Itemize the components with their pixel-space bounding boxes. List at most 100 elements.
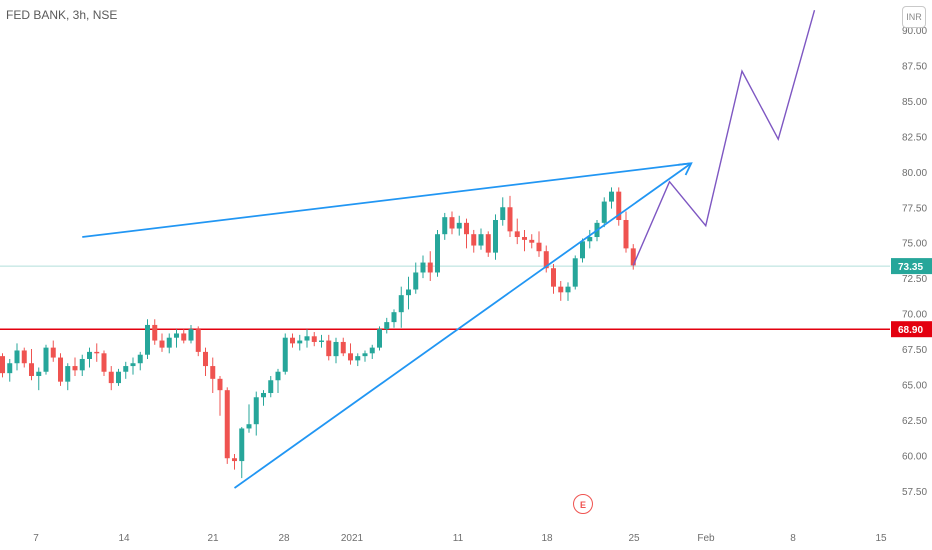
candle[interactable] <box>311 332 317 347</box>
candle[interactable] <box>471 229 477 253</box>
candle[interactable] <box>333 337 339 364</box>
candle[interactable] <box>101 350 107 376</box>
candle[interactable] <box>246 404 252 433</box>
candle[interactable] <box>449 211 455 235</box>
candle[interactable] <box>188 324 194 344</box>
candle[interactable] <box>72 357 78 376</box>
candle[interactable] <box>217 375 223 416</box>
candle[interactable] <box>420 255 426 279</box>
candle[interactable] <box>391 309 397 328</box>
candle[interactable] <box>304 329 310 348</box>
candle[interactable] <box>623 211 629 253</box>
candle[interactable] <box>203 347 208 376</box>
candle[interactable] <box>152 319 158 345</box>
candle[interactable] <box>108 366 114 391</box>
candle[interactable] <box>500 197 506 226</box>
candle[interactable] <box>130 357 136 375</box>
candle[interactable] <box>406 276 411 310</box>
candle[interactable] <box>232 453 237 470</box>
candle[interactable] <box>195 326 201 357</box>
candle[interactable] <box>224 387 230 464</box>
candle[interactable] <box>43 344 49 375</box>
candle[interactable] <box>464 218 469 249</box>
candle-body <box>210 366 216 379</box>
candle[interactable] <box>137 351 143 371</box>
candle[interactable] <box>340 337 346 357</box>
candle[interactable] <box>181 329 187 344</box>
candle[interactable] <box>319 334 324 348</box>
candle[interactable] <box>36 367 42 391</box>
candle[interactable] <box>58 353 63 386</box>
candle[interactable] <box>348 343 353 365</box>
candle[interactable] <box>369 344 375 359</box>
candle[interactable] <box>297 334 303 351</box>
candle[interactable] <box>478 228 484 250</box>
candle[interactable] <box>587 229 593 249</box>
candle[interactable] <box>21 347 27 368</box>
candle[interactable] <box>355 353 361 367</box>
candle-body <box>485 234 491 253</box>
candle[interactable] <box>87 347 92 368</box>
candle[interactable] <box>609 187 614 209</box>
candle[interactable] <box>601 197 607 228</box>
candle[interactable] <box>558 280 564 301</box>
candle[interactable] <box>282 333 288 375</box>
candle[interactable] <box>29 349 34 381</box>
candle[interactable] <box>442 212 448 240</box>
candle[interactable] <box>268 375 274 398</box>
candle[interactable] <box>326 334 332 361</box>
candle[interactable] <box>275 368 281 394</box>
candle[interactable] <box>514 218 520 245</box>
earnings-marker[interactable]: E <box>573 494 593 514</box>
candle[interactable] <box>174 329 179 348</box>
candle-body <box>529 239 535 243</box>
candle[interactable] <box>210 357 216 394</box>
projection-path[interactable] <box>632 9 816 266</box>
candle[interactable] <box>159 333 165 352</box>
symbol-title[interactable]: FED BANK, 3h, NSE <box>6 8 118 22</box>
candle[interactable] <box>123 361 129 379</box>
candle[interactable] <box>493 214 498 260</box>
candle[interactable] <box>485 231 491 257</box>
candle[interactable] <box>145 319 150 359</box>
candle[interactable] <box>536 231 542 257</box>
candle[interactable] <box>79 354 85 376</box>
candle[interactable] <box>522 229 527 252</box>
candle[interactable] <box>116 368 121 386</box>
candle-body <box>507 207 513 232</box>
resistance-trendline[interactable] <box>82 162 692 238</box>
support-trendline[interactable] <box>233 162 692 489</box>
candle[interactable] <box>616 187 622 226</box>
candle[interactable] <box>0 353 5 378</box>
candle[interactable] <box>94 343 100 362</box>
candle[interactable] <box>261 390 266 406</box>
candle[interactable] <box>253 391 259 436</box>
candle[interactable] <box>435 229 440 277</box>
candle[interactable] <box>290 333 295 348</box>
candle-body <box>36 371 42 376</box>
candle[interactable] <box>166 333 172 354</box>
candle[interactable] <box>377 326 382 351</box>
candle[interactable] <box>413 262 419 294</box>
candle[interactable] <box>7 358 13 382</box>
candle[interactable] <box>565 282 571 301</box>
candle[interactable] <box>14 343 20 371</box>
candle[interactable] <box>551 263 556 294</box>
candle-body <box>50 347 56 358</box>
candle[interactable] <box>572 255 578 290</box>
candle[interactable] <box>543 245 549 273</box>
currency-badge[interactable]: INR <box>902 6 926 28</box>
x-tick-label: 21 <box>207 533 219 544</box>
candle[interactable] <box>398 286 404 328</box>
candle[interactable] <box>362 350 368 362</box>
candle[interactable] <box>529 234 535 249</box>
candle[interactable] <box>427 251 433 281</box>
candle[interactable] <box>580 238 585 263</box>
candle[interactable] <box>384 317 390 334</box>
candle[interactable] <box>507 195 513 238</box>
candle[interactable] <box>239 427 245 479</box>
candle[interactable] <box>65 363 71 391</box>
candle[interactable] <box>50 340 56 362</box>
candle[interactable] <box>456 215 462 236</box>
